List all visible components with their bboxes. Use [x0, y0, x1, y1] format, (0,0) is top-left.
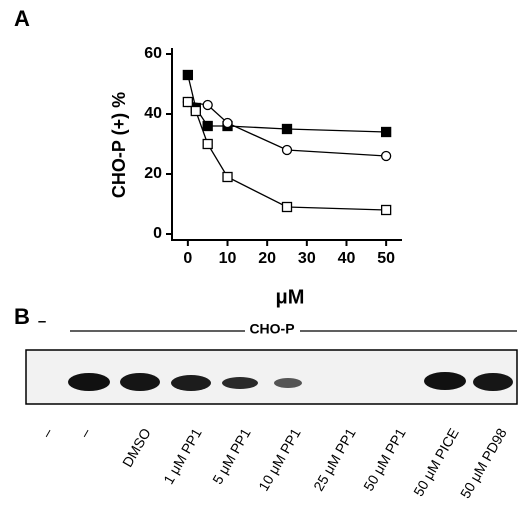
lane-label: – — [38, 425, 56, 440]
marker — [182, 96, 194, 108]
x-tick-label: 0 — [183, 250, 192, 267]
lane-label: 5 μM PP1 — [209, 425, 254, 487]
marker — [222, 117, 233, 129]
lane-label: 50 μM PICE — [410, 425, 462, 499]
lane-label: 1 μM PP1 — [160, 425, 205, 487]
band — [222, 377, 258, 389]
marker — [281, 144, 293, 156]
marker — [202, 99, 213, 111]
marker — [202, 138, 213, 150]
lane-label: 25 μM PP1 — [310, 425, 359, 493]
x-tick-label: 10 — [219, 250, 237, 267]
series-line — [187, 74, 387, 133]
marker — [281, 201, 293, 213]
marker — [202, 120, 213, 132]
lane-label: DMSO — [119, 425, 154, 469]
panel-label: A — [14, 6, 30, 31]
x-tick-label: 50 — [377, 250, 395, 267]
band — [120, 373, 160, 391]
x-tick-label: 30 — [298, 250, 316, 267]
x-tick-label: 40 — [338, 250, 356, 267]
x-tick-label: 20 — [258, 250, 276, 267]
gel-image — [25, 349, 518, 405]
y-tick-label: 20 — [144, 165, 162, 182]
band — [473, 373, 513, 391]
x-axis-title: μM — [276, 286, 305, 308]
marker — [222, 171, 233, 183]
lane-label: 10 μM PP1 — [255, 425, 304, 493]
group-label: CHO-P — [249, 321, 294, 337]
y-tick-label: 0 — [153, 225, 162, 242]
lane-label: 50 μM PP1 — [360, 425, 409, 493]
control-label: – — [38, 313, 46, 330]
band — [274, 378, 302, 388]
series-line — [187, 101, 387, 211]
marker — [380, 150, 392, 162]
marker — [380, 204, 392, 216]
marker — [380, 126, 392, 138]
lane-label: – — [76, 425, 94, 440]
band — [171, 375, 211, 391]
y-axis-title: CHO-P (+) % — [109, 92, 129, 198]
marker — [190, 105, 201, 117]
marker — [182, 69, 194, 81]
panel-label: B — [14, 304, 30, 329]
band — [68, 373, 110, 391]
marker — [281, 123, 293, 135]
lane-label: 50 μM PD98 — [457, 425, 510, 501]
y-tick-label: 60 — [144, 45, 162, 62]
y-tick-label: 40 — [144, 105, 162, 122]
band — [424, 372, 466, 390]
